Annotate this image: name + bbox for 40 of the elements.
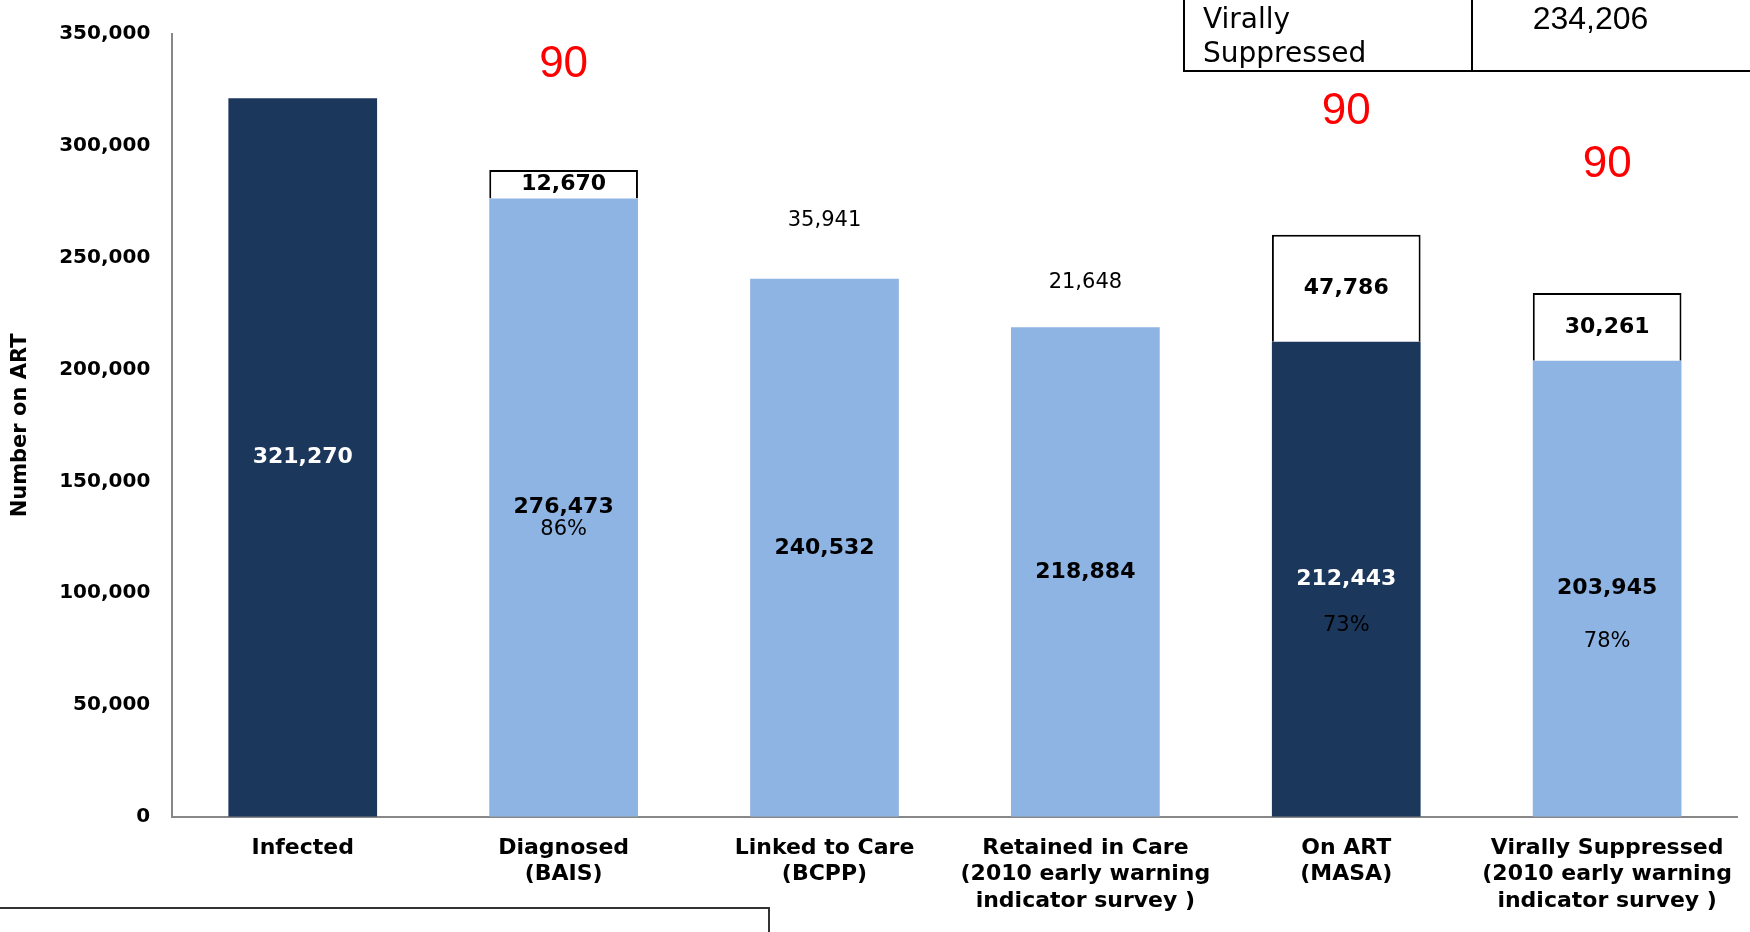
- annotation: 73%: [1322, 612, 1370, 637]
- data-label: 47,786: [1303, 273, 1389, 299]
- x-tick-label: Retained in Care (2010 early warning indicator survey ): [960, 833, 1211, 912]
- annotation: 90: [1582, 137, 1632, 187]
- data-label: 12,670: [521, 170, 607, 195]
- x-tick-label: Diagnosed (BAIS): [498, 833, 630, 886]
- annotation: 78%: [1583, 628, 1631, 653]
- x-tick-label: Linked to Care (BCPP): [734, 833, 915, 886]
- data-label: 218,884: [1035, 557, 1136, 583]
- annotation: 234,206: [1472, 0, 1750, 71]
- data-label: 276,473: [513, 493, 614, 519]
- bar: [489, 198, 638, 817]
- annotation: Virally Suppressed: [1184, 0, 1472, 71]
- bar: [228, 98, 378, 817]
- bar: [1532, 360, 1682, 817]
- y-tick-label: 250,000: [59, 243, 151, 268]
- table: Virally Suppressed 234,206: [1183, 0, 1750, 72]
- x-tick-label: Virally Suppressed (2010 early warning indicator survey ): [1482, 833, 1732, 912]
- annotation: 90: [1321, 84, 1371, 134]
- y-tick-label: 0: [136, 803, 151, 827]
- annotation: 86%: [540, 516, 587, 541]
- x-tick-label: On ART (MASA): [1300, 833, 1393, 886]
- data-label: 30,261: [1564, 312, 1650, 338]
- annotation: 35,941: [787, 207, 862, 232]
- bar: [1011, 327, 1160, 817]
- data-label: 212,443: [1296, 564, 1397, 590]
- x-tick-label: Infected: [251, 833, 355, 859]
- y-tick-label: 350,000: [59, 20, 151, 45]
- data-label: 240,532: [774, 533, 875, 559]
- data-label: 321,270: [252, 443, 353, 469]
- y-tick-label: 100,000: [59, 579, 151, 604]
- data-label: 203,945: [1557, 574, 1658, 600]
- bar: [750, 278, 899, 817]
- y-tick-label: 150,000: [59, 467, 151, 492]
- annotation: 90: [539, 37, 589, 87]
- y-tick-label: 300,000: [59, 132, 151, 157]
- y-tick-label: 50,000: [73, 691, 151, 716]
- annotation: 21,648: [1048, 269, 1123, 294]
- y-axis-title: Number on ART: [7, 332, 32, 518]
- y-tick-label: 200,000: [59, 355, 151, 380]
